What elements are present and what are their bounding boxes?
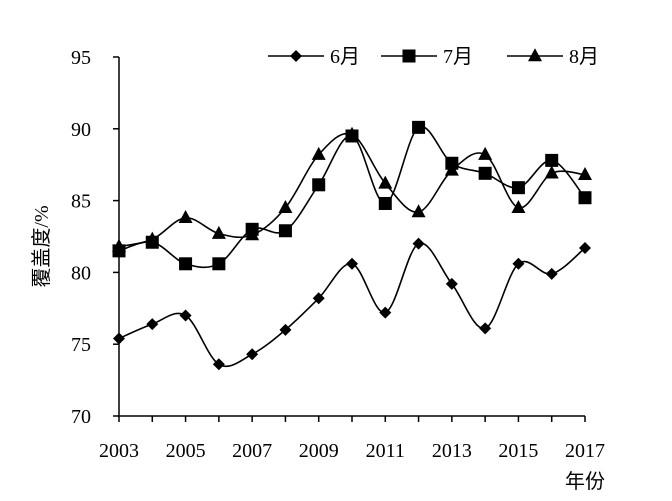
data-point-diamond [579,241,591,254]
data-point-triangle [411,204,426,218]
data-point-diamond [246,348,259,361]
x-tick-label: 2017 [565,440,605,462]
data-point-square [412,120,426,134]
legend-label: 6月 [330,46,360,68]
series-line [118,242,586,368]
x-tick-label: 2007 [232,440,272,462]
x-tick-label: 2005 [166,440,206,462]
data-point-diamond [379,306,392,319]
legend-label: 7月 [443,46,473,68]
x-tick-label: 2009 [299,440,339,462]
legend-item: 8月 [507,46,599,68]
data-point-triangle [278,199,293,213]
x-axis-title: 年份 [565,470,605,493]
y-tick-label: 90 [71,119,91,141]
data-point-diamond [146,318,159,331]
data-point-square [212,257,226,271]
data-point-diamond [279,323,292,336]
data-point-square [478,166,492,180]
data-point-triangle [211,225,226,239]
legend: 6月 7月 8月 [268,46,599,68]
data-point-diamond [412,237,425,250]
series-3 [112,126,592,252]
data-point-square [378,196,392,210]
x-tick-label: 2015 [498,440,538,462]
y-tick-label: 80 [71,262,91,284]
data-point-diamond [479,322,492,335]
legend-item: 6月 [268,46,360,68]
data-point-triangle [311,146,326,160]
legend-marker-diamond [290,50,302,62]
data-point-diamond [212,358,225,371]
y-tick-label: 85 [71,191,91,213]
data-point-triangle [578,166,592,180]
data-point-triangle [444,162,459,176]
data-point-square [179,257,193,271]
y-tick-label: 95 [71,47,91,69]
series-1 [113,237,591,371]
legend-marker-triangle [528,48,542,62]
y-tick-label: 70 [71,406,91,428]
series-line [118,125,586,269]
data-point-triangle [112,238,126,252]
series-2 [112,120,592,271]
data-point-diamond [445,277,458,290]
y-axis-title: 覆盖度/% [30,205,53,287]
data-point-triangle [345,126,359,140]
data-point-diamond [312,292,325,305]
data-point-square [578,191,592,205]
axes: 70 75 80 85 90 95 2003 2005 2007 2009 2011 2013 2015… [71,47,605,462]
data-point-square [511,181,525,195]
data-point-triangle [511,199,526,213]
y-tick-label: 75 [71,334,91,356]
x-tick-label: 2013 [432,440,472,462]
legend-marker-square [402,49,416,63]
data-point-triangle [478,146,493,160]
data-point-triangle [178,210,193,224]
data-point-diamond [545,267,558,280]
data-point-square [312,178,326,192]
data-point-diamond [512,257,525,270]
data-point-triangle [378,175,393,189]
x-tick-label: 2011 [366,440,405,462]
data-point-square [545,153,559,167]
data-point-diamond [346,257,358,270]
data-point-square [278,224,292,238]
x-tick-label: 2003 [99,440,139,462]
data-point-triangle [544,165,559,179]
series-group [112,120,592,371]
data-point-diamond [179,309,192,322]
data-point-diamond [113,332,125,345]
data-point-triangle [245,227,260,241]
data-point-triangle [145,231,160,245]
legend-item: 7月 [381,46,473,68]
legend-label: 8月 [569,46,599,68]
